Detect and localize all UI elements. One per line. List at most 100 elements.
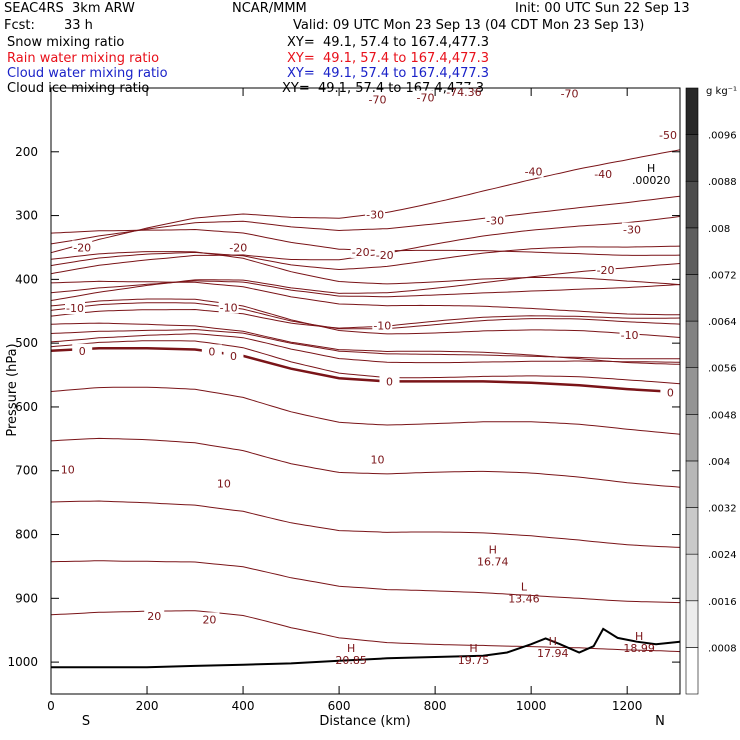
extremum-value: .00020 (632, 174, 671, 187)
isotherm-line (50, 149, 681, 254)
isotherm-line (50, 280, 680, 316)
contour-label: 20 (147, 610, 161, 623)
colorbar-tick-label: .0088 (708, 177, 737, 188)
freezing-level-line (50, 347, 681, 394)
isotherm-line (50, 500, 681, 548)
colorbar-bin (685, 414, 699, 462)
extremum-value: 18.99 (623, 642, 655, 655)
isotherm-line (50, 340, 681, 385)
colorbar-bin (685, 320, 699, 368)
contour-label-bg (350, 244, 371, 258)
colorbar-bin (685, 647, 699, 695)
field-label-snow: Snow mixing ratio (7, 35, 125, 50)
y-tick-label: 600 (15, 400, 38, 414)
isotherm-line (50, 328, 680, 360)
contour-label: -40 (525, 166, 543, 179)
contour-label-bg (367, 452, 388, 466)
contour-label: -70 (417, 92, 435, 105)
colorbar-tick-label: .008 (708, 224, 730, 235)
contour-label-bg (595, 262, 616, 276)
colorbar-bin (685, 274, 699, 322)
isotherm-line (50, 437, 681, 488)
x-axis-label: Distance (km) (319, 714, 410, 729)
x-tick-label: 1200 (612, 699, 643, 713)
colorbar-tick-label: .0008 (708, 643, 737, 654)
x-tick-label: 600 (328, 699, 351, 713)
contour-label: -10 (373, 319, 391, 332)
contour-label: -20 (73, 241, 91, 254)
y-tick-label: 300 (15, 209, 38, 223)
contour-label: -20 (229, 241, 247, 254)
colorbar-bin (685, 553, 699, 602)
extremum-marker: H (549, 635, 557, 648)
extremum-marker: H (489, 544, 497, 557)
isotherm-line (50, 302, 681, 330)
forecast-hour: 33 h (64, 18, 93, 33)
contour-label: 0 (386, 375, 393, 388)
contour-label: -30 (366, 208, 384, 221)
colorbar-bin (685, 134, 699, 182)
contour-label: -20 (597, 264, 615, 277)
field-xy-snow: XY= 49.1, 57.4 to 167.4,477.3 (287, 35, 490, 50)
colorbar-tick-label: .0072 (708, 270, 737, 281)
colorbar-unit: g kg⁻¹ (706, 86, 737, 97)
y-tick-label: 400 (15, 272, 38, 286)
contour-label: 0 (208, 345, 215, 358)
contour-label-bg (559, 86, 580, 100)
isotherm-line (50, 322, 681, 365)
colorbar-bin (685, 367, 699, 415)
contour-label: -30 (623, 224, 641, 237)
colorbar-tick-label: .004 (708, 457, 730, 468)
isotherm-line (50, 245, 681, 271)
colorbar-tick-label: .0032 (708, 504, 737, 515)
contour-label: -74.36 (446, 86, 481, 99)
extremum-value: 17.94 (537, 647, 569, 660)
colorbar-bin (685, 227, 699, 275)
contour-label: -70 (561, 88, 579, 101)
north-end-label: N (655, 714, 665, 729)
contour-label-bg (218, 300, 239, 314)
field-xy-rain: XY= 49.1, 57.4 to 167.4,477.3 (287, 51, 490, 66)
contour-label: -20 (352, 246, 370, 259)
contour-label: -50 (659, 129, 677, 142)
contour-label-bg (485, 213, 506, 227)
field-label-cloud-water: Cloud water mixing ratio (7, 66, 168, 81)
contour-label-bg (372, 318, 393, 332)
contour-label-bg (199, 612, 220, 626)
contour-label: -10 (621, 329, 639, 342)
contour-label: 0 (230, 350, 237, 363)
contour-label-bg (657, 128, 678, 142)
isotherm-line (50, 263, 681, 301)
colorbar-tick-label: .0096 (708, 131, 737, 142)
contour-label-bg (660, 385, 681, 399)
isotherm-line (50, 280, 681, 298)
plot-frame (50, 87, 681, 695)
contour-label-bg (415, 90, 436, 104)
contour-label-bg (593, 167, 614, 181)
init-time: Init: 00 UTC Sun 22 Sep 13 (515, 1, 690, 16)
extremum-marker: H (635, 630, 643, 643)
y-tick-label: 500 (15, 336, 38, 350)
contour-label-bg (213, 476, 234, 490)
contour-label-bg (367, 92, 388, 106)
contour-label-bg (72, 343, 93, 357)
contour-label-bg (379, 374, 400, 388)
contour-label-bg (65, 301, 86, 315)
contour-label-bg (619, 327, 640, 341)
extremum-value: 19.75 (458, 654, 490, 667)
colorbar-bin (685, 460, 699, 508)
y-tick-label: 900 (15, 591, 38, 605)
colorbar-bin (685, 87, 699, 135)
valid-time: Valid: 09 UTC Mon 23 Sep 13 (04 CDT Mon … (293, 18, 645, 33)
isotherm-line (50, 298, 681, 338)
extremum-marker: H (647, 162, 655, 175)
x-tick-label: 200 (136, 699, 159, 713)
x-tick-label: 800 (424, 699, 447, 713)
x-tick-label: 1000 (516, 699, 547, 713)
contour-label-bg (374, 248, 395, 262)
model-title: SEAC4RS 3km ARW (4, 1, 135, 16)
isotherm-line (50, 560, 681, 604)
contour-label: -40 (594, 168, 612, 181)
isotherm-line (50, 386, 681, 435)
isotherm-line (50, 195, 681, 245)
